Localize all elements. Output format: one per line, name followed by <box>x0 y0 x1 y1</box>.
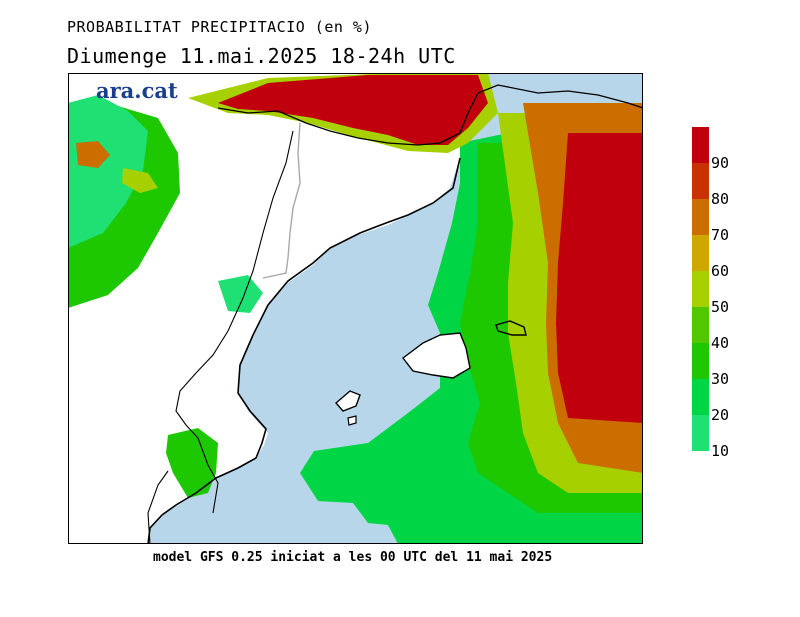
map-title: PROBABILITAT PRECIPITACIO (en %) <box>67 18 372 36</box>
legend-swatch <box>692 415 709 451</box>
island-formentera <box>347 415 357 426</box>
legend-label: 90 <box>711 154 730 172</box>
rain-west-orange <box>76 141 110 168</box>
province-line-south <box>147 470 169 544</box>
legend-swatch <box>692 379 709 415</box>
legend-label: 10 <box>711 442 730 460</box>
national-border <box>217 84 643 146</box>
legend-label: 40 <box>711 334 730 352</box>
rain-small-cell <box>218 275 263 313</box>
model-footer: model GFS 0.25 iniciat a les 00 UTC del … <box>153 550 553 565</box>
legend-swatch <box>692 307 709 343</box>
legend-label: 70 <box>711 226 730 244</box>
rain-dark-red <box>556 133 643 423</box>
rain-southwest-cell <box>166 428 218 498</box>
island-mallorca <box>402 332 471 379</box>
coastline <box>147 157 461 544</box>
rain-west-lightgreen <box>68 95 148 248</box>
ara-cat-logo: ara.cat <box>96 78 178 103</box>
legend-label: 20 <box>711 406 730 424</box>
legend-swatch <box>692 271 709 307</box>
legend-swatch <box>692 163 709 199</box>
legend-swatch <box>692 343 709 379</box>
legend-swatch <box>692 235 709 271</box>
precipitation-map <box>68 73 643 544</box>
legend-swatch <box>692 199 709 235</box>
island-menorca <box>495 320 527 336</box>
map-subtitle: Diumenge 11.mai.2025 18-24h UTC <box>67 44 456 68</box>
legend-label: 30 <box>711 370 730 388</box>
rain-west-yellow <box>122 168 158 193</box>
island-eivissa <box>335 390 361 412</box>
rain-north-red <box>218 75 488 145</box>
legend-label: 80 <box>711 190 730 208</box>
province-line <box>175 130 294 514</box>
legend-label: 50 <box>711 298 730 316</box>
legend-label: 60 <box>711 262 730 280</box>
legend-colorbar <box>692 127 709 451</box>
map-frame <box>68 73 643 544</box>
legend-swatch <box>692 127 709 163</box>
regional-boundary <box>262 122 301 279</box>
